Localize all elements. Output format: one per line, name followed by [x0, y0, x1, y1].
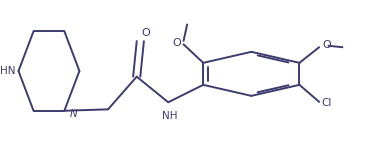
Text: HN: HN	[0, 66, 15, 76]
Text: O: O	[173, 38, 182, 48]
Text: NH: NH	[162, 111, 178, 121]
Text: N: N	[70, 109, 77, 119]
Text: O: O	[322, 40, 331, 50]
Text: O: O	[141, 28, 150, 38]
Text: Cl: Cl	[322, 98, 332, 108]
